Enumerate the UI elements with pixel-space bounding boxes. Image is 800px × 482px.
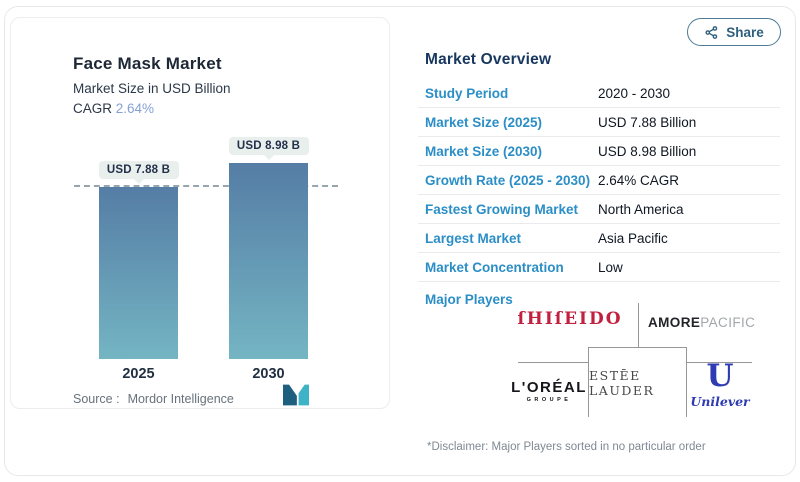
source-line: Source : Mordor Intelligence [73, 392, 234, 406]
loreal-logo-main: L'ORÉAL [511, 379, 587, 396]
row-value: Asia Pacific [598, 230, 668, 246]
x-axis-label-2025: 2025 [122, 366, 155, 382]
table-row: Study Period 2020 - 2030 [418, 79, 780, 108]
connector-line-left [518, 362, 588, 363]
row-label: Fastest Growing Market [425, 201, 579, 217]
amorepacific-logo-light: PACIFIC [700, 315, 756, 330]
disclaimer-text: *Disclaimer: Major Players sorted in no … [427, 441, 706, 453]
row-value: 2.64% CAGR [598, 172, 680, 188]
share-button[interactable]: Share [687, 18, 781, 46]
row-value: USD 8.98 Billion [598, 143, 697, 159]
connector-line-right [687, 362, 752, 363]
major-players-label: Major Players [425, 292, 513, 307]
x-axis-label-2030: 2030 [252, 366, 285, 382]
amorepacific-logo-bold: AMORE [648, 315, 701, 330]
amorepacific-logo: AMOREPACIFIC [648, 315, 755, 330]
mordor-intelligence-logo-icon [283, 384, 309, 406]
chart-header: Face Mask Market Market Size in USD Bill… [73, 54, 231, 116]
cagr-label: CAGR [73, 101, 113, 116]
overview-title: Market Overview [425, 51, 552, 68]
estee-lauder-logo: ESTĒE LAUDER [589, 367, 655, 398]
cagr-value: 2.64% [115, 101, 155, 116]
table-row: Market Concentration Low [418, 253, 780, 282]
table-row: Growth Rate (2025 - 2030) 2.64% CAGR [418, 166, 780, 195]
bar-value-label-2030: USD 8.98 B [228, 137, 309, 160]
overview-table: Study Period 2020 - 2030 Market Size (20… [418, 79, 780, 282]
chart-subtitle: Market Size in USD Billion [73, 81, 231, 96]
chart-cagr-line: CAGR 2.64% [73, 101, 231, 116]
connector-line-vertical [638, 303, 639, 347]
chart-title: Face Mask Market [73, 54, 222, 73]
bar-chart: USD 7.88 B USD 8.98 B 2025 2030 [11, 18, 389, 408]
reference-dashed-line [74, 185, 338, 187]
row-value: 2020 - 2030 [598, 85, 671, 101]
share-icon [705, 25, 718, 39]
bar-2030[interactable] [229, 163, 308, 359]
source-label: Source : [73, 392, 120, 406]
row-label: Market Concentration [425, 259, 564, 275]
loreal-logo: L'ORÉAL GROUPE [509, 379, 589, 403]
share-button-label: Share [726, 24, 764, 40]
market-overview-panel: Market Overview Study Period 2020 - 2030… [410, 0, 800, 482]
row-value: North America [598, 201, 684, 217]
table-row: Largest Market Asia Pacific [418, 224, 780, 253]
estee-lauder-logo-box: ESTĒE LAUDER [588, 347, 687, 417]
unilever-wordmark: Unilever [690, 394, 750, 409]
row-label: Market Size (2025) [425, 114, 543, 130]
row-label: Study Period [425, 85, 509, 101]
shiseido-logo: ſHIſEIDO [517, 309, 623, 329]
row-label: Market Size (2030) [425, 143, 543, 159]
table-row: Fastest Growing Market North America [418, 195, 780, 224]
loreal-logo-groupe: GROUPE [526, 397, 572, 403]
source-name: Mordor Intelligence [127, 392, 234, 406]
market-size-chart-card: Face Mask Market Market Size in USD Bill… [10, 17, 390, 409]
table-row: Market Size (2030) USD 8.98 Billion [418, 137, 780, 166]
bar-2025[interactable] [99, 187, 178, 359]
unilever-u-mark: U [706, 358, 734, 394]
table-row: Market Size (2025) USD 7.88 Billion [418, 108, 780, 137]
row-value: Low [598, 259, 623, 275]
unilever-logo: U Unilever [689, 358, 751, 410]
row-label: Growth Rate (2025 - 2030) [425, 172, 591, 188]
bar-value-label-2025: USD 7.88 B [98, 161, 179, 184]
row-label: Largest Market [425, 230, 522, 246]
row-value: USD 7.88 Billion [598, 114, 697, 130]
